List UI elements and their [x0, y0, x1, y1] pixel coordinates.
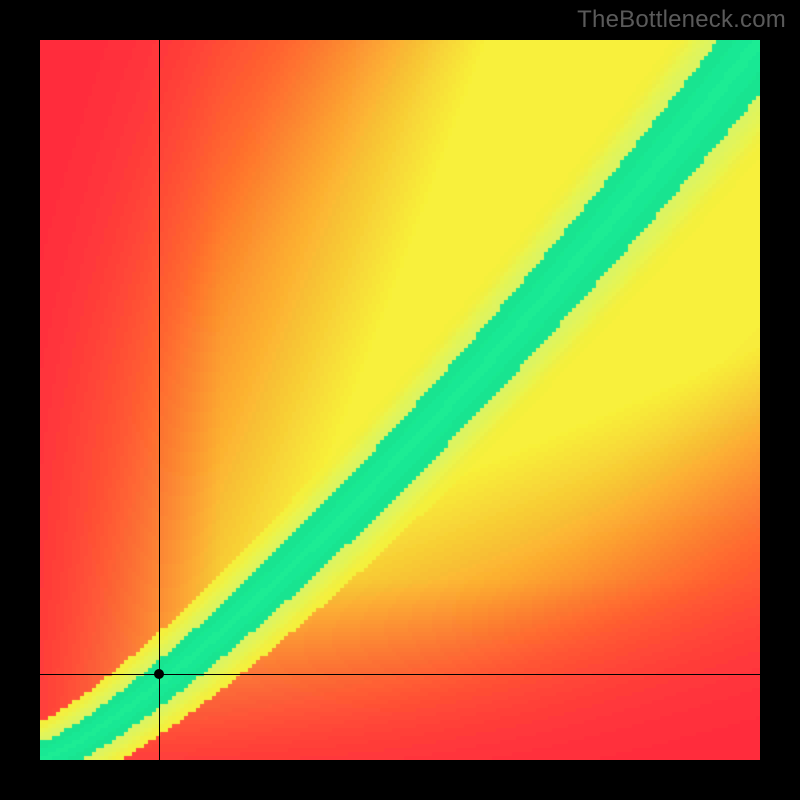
plot-frame	[40, 40, 760, 760]
watermark-text: TheBottleneck.com	[577, 6, 786, 34]
stage: TheBottleneck.com	[0, 0, 800, 800]
bottleneck-heatmap	[40, 40, 760, 760]
crosshair-horizontal-line	[40, 674, 760, 675]
crosshair-vertical-line	[159, 40, 160, 760]
crosshair-marker-dot	[154, 669, 164, 679]
